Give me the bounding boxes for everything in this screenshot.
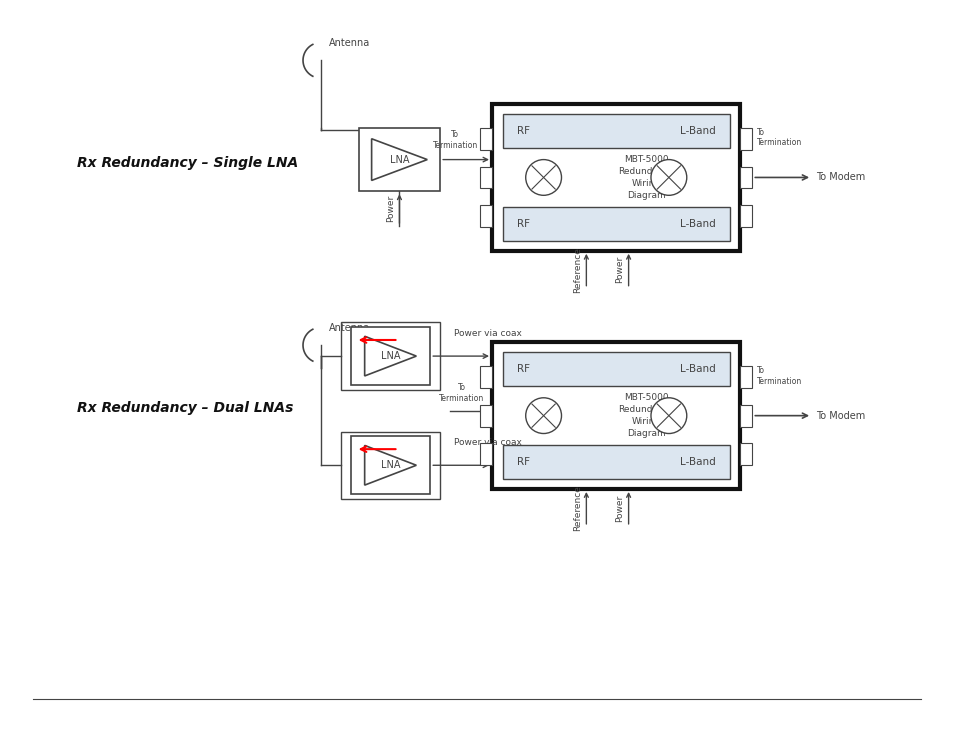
Bar xyxy=(502,352,729,386)
Bar xyxy=(340,323,439,390)
Bar xyxy=(740,128,752,150)
Bar xyxy=(502,446,729,479)
Text: To Modem: To Modem xyxy=(815,173,864,182)
Text: To Modem: To Modem xyxy=(815,410,864,421)
Circle shape xyxy=(525,398,561,433)
Bar xyxy=(502,207,729,241)
Text: L-Band: L-Band xyxy=(679,219,715,229)
Text: To
Termination: To Termination xyxy=(439,383,484,403)
Bar xyxy=(740,444,752,465)
Text: RF: RF xyxy=(517,364,529,374)
Circle shape xyxy=(650,159,686,196)
Bar xyxy=(740,366,752,388)
Bar xyxy=(492,342,740,489)
Bar xyxy=(479,444,492,465)
Text: MBT-5000
Redundancy
Wiring
Diagram: MBT-5000 Redundancy Wiring Diagram xyxy=(618,393,674,438)
Text: L-Band: L-Band xyxy=(679,125,715,136)
Bar xyxy=(740,404,752,427)
Text: To
Termination: To Termination xyxy=(432,131,477,150)
Text: Power: Power xyxy=(615,256,623,283)
Text: Power: Power xyxy=(615,494,623,522)
Text: RF: RF xyxy=(517,125,529,136)
Bar xyxy=(492,104,740,251)
Text: RF: RF xyxy=(517,458,529,467)
Text: Power via coax: Power via coax xyxy=(454,329,521,338)
Text: Reference: Reference xyxy=(573,485,581,531)
Bar xyxy=(340,432,439,499)
Polygon shape xyxy=(372,139,427,180)
Bar xyxy=(502,114,729,148)
Text: L-Band: L-Band xyxy=(679,458,715,467)
Polygon shape xyxy=(364,337,416,376)
Text: Reference: Reference xyxy=(573,246,581,293)
Text: To
Termination: To Termination xyxy=(757,366,801,386)
Text: LNA: LNA xyxy=(380,351,400,361)
Text: Rx Redundancy – Dual LNAs: Rx Redundancy – Dual LNAs xyxy=(77,401,294,415)
Text: MBT-5000
Redundancy
Wiring
Diagram: MBT-5000 Redundancy Wiring Diagram xyxy=(618,155,674,200)
Circle shape xyxy=(525,159,561,196)
Bar xyxy=(479,167,492,188)
Bar xyxy=(351,436,430,494)
Text: LNA: LNA xyxy=(380,461,400,470)
Bar xyxy=(740,167,752,188)
Text: LNA: LNA xyxy=(389,154,409,165)
Polygon shape xyxy=(364,446,416,485)
Bar xyxy=(479,366,492,388)
Text: RF: RF xyxy=(517,219,529,229)
Bar xyxy=(740,205,752,227)
Bar xyxy=(479,205,492,227)
Bar xyxy=(479,404,492,427)
Text: Power via coax: Power via coax xyxy=(454,438,521,447)
Text: To
Termination: To Termination xyxy=(757,128,801,148)
Text: Power: Power xyxy=(386,195,395,222)
Text: Antenna: Antenna xyxy=(329,38,370,49)
Bar xyxy=(351,328,430,385)
Text: Antenna: Antenna xyxy=(329,323,370,334)
Circle shape xyxy=(650,398,686,433)
Text: Rx Redundancy – Single LNA: Rx Redundancy – Single LNA xyxy=(77,156,298,170)
Text: L-Band: L-Band xyxy=(679,364,715,374)
Bar xyxy=(479,128,492,150)
Bar xyxy=(358,128,439,191)
